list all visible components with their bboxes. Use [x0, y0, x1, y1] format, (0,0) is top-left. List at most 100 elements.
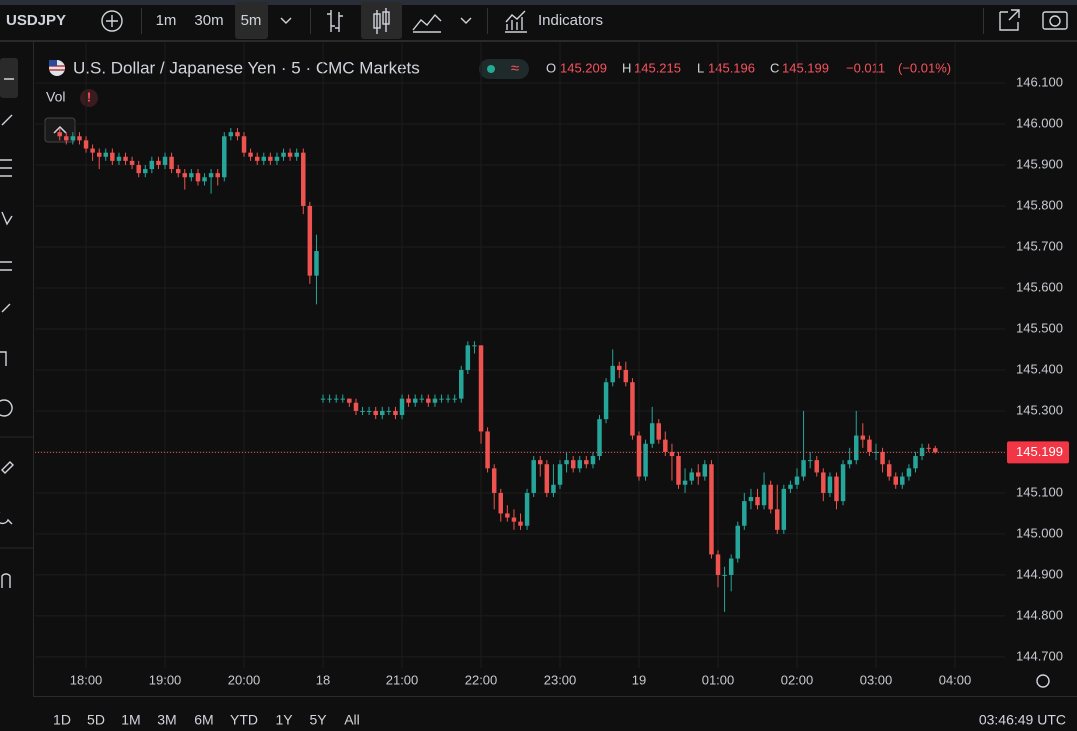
x-tick-label: 19:00: [149, 672, 182, 687]
candle-body: [268, 156, 273, 161]
candle-body: [590, 456, 596, 465]
candle-body: [696, 472, 701, 477]
candle-body: [347, 398, 352, 403]
candle-body: [459, 369, 464, 399]
candle-body: [511, 517, 517, 522]
camera-icon[interactable]: [1042, 11, 1068, 30]
bottom-divider: [33, 696, 1077, 697]
candle-body: [834, 476, 839, 502]
interval[interactable]: 1m: [156, 12, 177, 29]
y-tick-label: 145.700: [1016, 238, 1063, 253]
candle-body: [847, 460, 852, 465]
candle-body: [617, 365, 622, 370]
x-tick-label: 03:00: [860, 672, 893, 687]
candle-body: [228, 132, 234, 137]
candle-body: [129, 160, 135, 165]
candle-body: [867, 439, 872, 452]
indicators-button[interactable]: Indicators: [538, 12, 603, 29]
candle-body: [531, 460, 536, 493]
settings-icon[interactable]: [1036, 674, 1050, 688]
interval[interactable]: 5m: [241, 12, 262, 29]
range-button[interactable]: 6M: [194, 712, 213, 728]
candle-body: [360, 410, 365, 412]
separator: [310, 8, 311, 34]
toolbar-divider: [0, 40, 1077, 42]
candle-body: [788, 484, 793, 489]
range-button[interactable]: 1M: [121, 712, 140, 728]
tool-icons[interactable]: [0, 78, 14, 588]
legend-change: −0.011: [846, 60, 885, 75]
chevron[interactable]: [280, 17, 292, 24]
candle-body: [452, 398, 457, 400]
legend-label: C: [770, 60, 779, 75]
candle-body: [735, 525, 740, 559]
candle-body: [241, 136, 247, 153]
flag-canton: [49, 60, 57, 66]
candle-body: [570, 460, 576, 469]
x-tick-label: 04:00: [939, 672, 972, 687]
y-tick-label: 144.900: [1016, 566, 1063, 581]
candle-body: [465, 345, 471, 370]
candle-body: [669, 451, 675, 457]
candle-body: [294, 152, 299, 157]
candle-body: [926, 447, 931, 449]
y-tick-label: 145.900: [1016, 156, 1063, 171]
x-tick-label: 23:00: [544, 672, 577, 687]
y-tick-label: 145.400: [1016, 361, 1063, 376]
candle-body: [90, 148, 95, 153]
candle-body: [333, 398, 339, 400]
indicators-icon[interactable]: [505, 10, 527, 33]
candle-body: [327, 398, 332, 400]
candle-body: [827, 476, 833, 493]
candle-body: [491, 468, 497, 493]
plus: [106, 15, 118, 27]
clock: 03:46:49 UTC: [979, 712, 1066, 728]
range-button[interactable]: YTD: [230, 712, 258, 728]
candle-body: [393, 410, 398, 416]
candle-body: [551, 484, 556, 493]
range-button[interactable]: 5Y: [309, 712, 327, 728]
candle-body: [610, 365, 615, 383]
y-tick-label: 146.000: [1016, 115, 1063, 130]
candle-body: [584, 460, 589, 465]
x-tick-label: 20:00: [228, 672, 261, 687]
candle-body: [366, 410, 372, 412]
candle-body: [136, 164, 141, 174]
candle-body: [709, 464, 714, 555]
candle-body: [307, 205, 313, 276]
candle-body: [722, 574, 727, 576]
add-symbol[interactable]: [101, 10, 123, 32]
range-button[interactable]: All: [344, 712, 360, 728]
range-button[interactable]: 1D: [53, 712, 71, 728]
candle-body: [814, 460, 819, 473]
share-icon[interactable]: [999, 9, 1020, 31]
alert-badge[interactable]: [80, 89, 98, 107]
range-button[interactable]: 1Y: [275, 712, 293, 728]
symbol[interactable]: USDJPY: [6, 12, 66, 29]
candle-body: [524, 492, 530, 526]
candle-body: [189, 173, 194, 178]
area-icon[interactable]: [412, 13, 442, 33]
candle-body: [222, 136, 227, 178]
candle-body: [77, 136, 82, 141]
candle-body: [195, 173, 201, 182]
interval[interactable]: 30m: [194, 12, 223, 29]
candle-body: [83, 140, 89, 149]
candle-body: [781, 488, 787, 530]
alert-mark: !: [87, 89, 91, 104]
chevron[interactable]: [460, 17, 472, 24]
candle-body: [794, 476, 800, 485]
candle-body: [768, 484, 773, 510]
candle-body: [314, 251, 319, 276]
candle-body: [755, 497, 760, 506]
range-button[interactable]: 5D: [87, 712, 105, 728]
candle-body: [96, 152, 102, 157]
range-button[interactable]: 3M: [157, 712, 176, 728]
candle-body: [564, 460, 569, 465]
candle-body: [775, 509, 780, 530]
candle-body: [175, 169, 181, 174]
x-tick-label: 19: [632, 672, 646, 687]
x-tick-label: 18:00: [70, 672, 103, 687]
bars-icon[interactable]: [327, 10, 343, 32]
y-tick-label: 145.100: [1016, 484, 1063, 499]
